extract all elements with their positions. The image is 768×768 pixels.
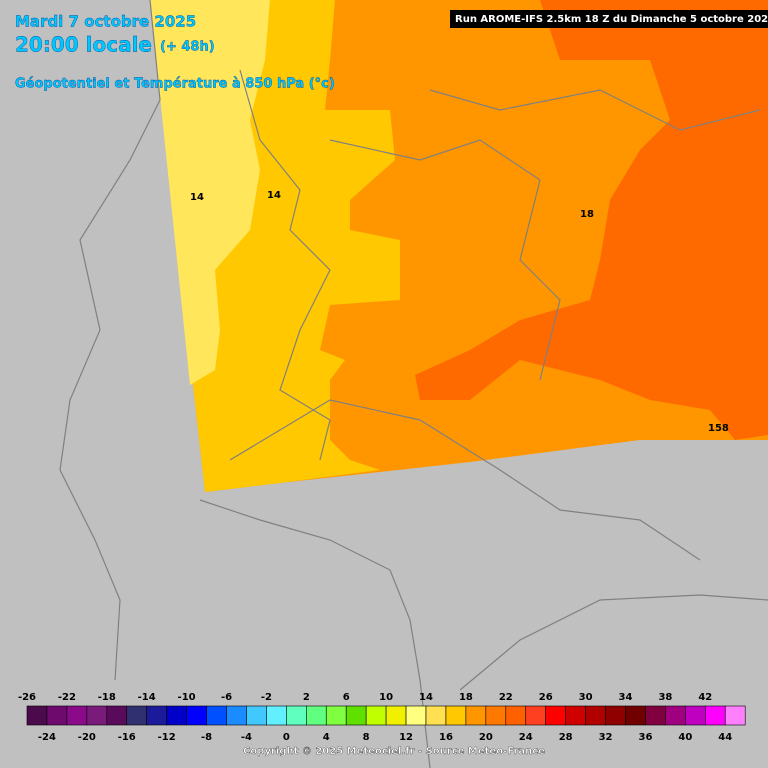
legend-label: 0 (283, 732, 290, 743)
legend-swatch (505, 705, 527, 726)
legend-swatch (86, 705, 108, 726)
coastline (199, 499, 431, 768)
border (229, 399, 701, 561)
contour-label: 18 (580, 209, 594, 220)
legend-label: 38 (658, 692, 672, 703)
legend-swatch (246, 705, 267, 726)
legend-label: 30 (579, 692, 593, 703)
legend-swatch (305, 705, 327, 726)
legend-swatch (345, 705, 367, 726)
legend-label: 18 (459, 692, 473, 703)
legend-label: 10 (379, 692, 393, 703)
legend-swatch (565, 705, 586, 726)
legend-swatch (525, 705, 547, 726)
legend-swatch (445, 705, 467, 726)
legend-swatch (685, 705, 706, 726)
legend-swatch (605, 705, 626, 726)
legend-label: 44 (718, 732, 732, 743)
contour-label: 158 (708, 423, 729, 434)
legend-label: -26 (18, 692, 36, 703)
legend-swatch (26, 705, 48, 726)
legend: -26-24-22-20-18-16-14-12-10-8-6-4-202468… (18, 692, 746, 743)
border (429, 89, 761, 131)
legend-label: 16 (439, 732, 453, 743)
legend-swatch (106, 705, 128, 726)
legend-swatch (665, 705, 686, 726)
legend-swatch (226, 705, 247, 726)
copyright: Copyright © 2025 Meteociel.fr - Source M… (243, 746, 545, 757)
legend-label: -14 (138, 692, 156, 703)
legend-swatch (46, 705, 68, 726)
legend-swatch (704, 705, 726, 726)
legend-swatch (365, 705, 387, 726)
legend-swatch (266, 705, 287, 726)
legend-swatch (146, 705, 167, 726)
legend-label: 4 (323, 732, 330, 743)
legend-swatch (385, 705, 407, 726)
contour-label: 14 (267, 190, 281, 201)
legend-swatch (286, 705, 307, 726)
legend-swatch (66, 705, 88, 726)
legend-label: 26 (539, 692, 553, 703)
legend-swatch (425, 705, 447, 726)
legend-label: 24 (519, 732, 533, 743)
lead: (+ 48h) (160, 40, 215, 55)
legend-label: -8 (201, 732, 212, 743)
legend-swatch (186, 705, 207, 726)
legend-label: 36 (638, 732, 652, 743)
legend-label: -22 (58, 692, 76, 703)
legend-swatch (126, 705, 148, 726)
legend-label: 42 (698, 692, 712, 703)
legend-label: 14 (419, 692, 433, 703)
legend-swatch (585, 705, 606, 726)
run-info: Run AROME-IFS 2.5km 18 Z du Dimanche 5 o… (455, 14, 768, 25)
coastline (59, 0, 161, 681)
legend-label: -16 (118, 732, 136, 743)
field-dark-orange (415, 0, 768, 440)
field-title: Géopotentiel et Température à 850 hPa (°… (15, 77, 335, 92)
legend-swatch (625, 705, 646, 726)
legend-swatch (405, 705, 427, 726)
legend-swatch (325, 705, 347, 726)
legend-label: -20 (78, 732, 96, 743)
legend-swatch (645, 705, 666, 726)
time: 20:00 locale (15, 33, 152, 57)
legend-label: 22 (499, 692, 513, 703)
legend-label: 28 (559, 732, 573, 743)
coastline (459, 594, 768, 691)
legend-swatch (166, 705, 187, 726)
date: Mardi 7 octobre 2025 (15, 13, 196, 31)
legend-swatch (206, 705, 227, 726)
legend-label: -18 (98, 692, 116, 703)
legend-label: 40 (678, 732, 692, 743)
legend-swatch (724, 705, 746, 726)
legend-label: 8 (363, 732, 370, 743)
legend-swatch (465, 705, 487, 726)
legend-label: 12 (399, 732, 413, 743)
legend-label: -6 (221, 692, 232, 703)
field-yellow (150, 0, 270, 385)
legend-label: -4 (241, 732, 252, 743)
legend-label: -24 (38, 732, 56, 743)
legend-label: 20 (479, 732, 493, 743)
border (329, 139, 561, 381)
legend-swatch (485, 705, 507, 726)
legend-swatch (545, 705, 566, 726)
legend-label: 34 (619, 692, 633, 703)
legend-label: -10 (178, 692, 196, 703)
legend-label: -12 (158, 732, 176, 743)
contour-label: 14 (190, 192, 204, 203)
legend-label: -2 (261, 692, 272, 703)
legend-label: 32 (599, 732, 613, 743)
run-box (450, 10, 768, 28)
legend-label: 2 (303, 692, 310, 703)
legend-label: 6 (343, 692, 350, 703)
